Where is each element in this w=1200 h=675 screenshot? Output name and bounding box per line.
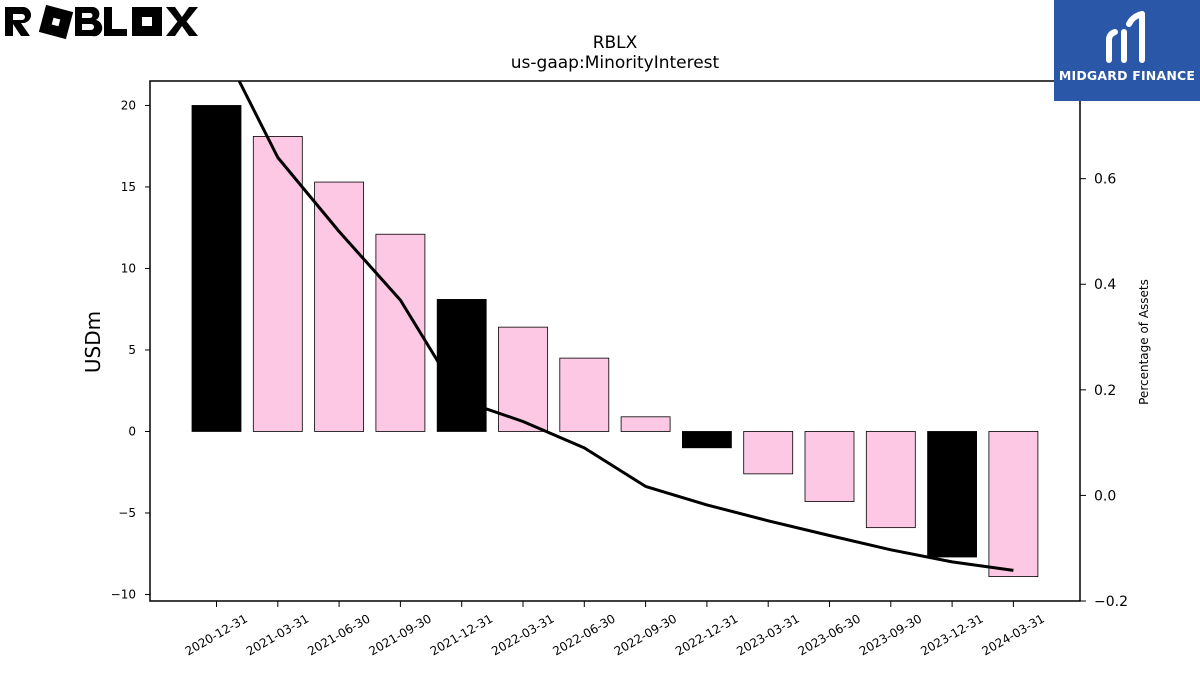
y2-tick-label: 0.0 [1094, 488, 1116, 504]
y2-tick-label: 0.4 [1094, 277, 1116, 293]
x-tick-label: 2022-09-30 [612, 611, 679, 658]
y-ticks-group: 20 15 10 5 0 −5 −10 [111, 98, 150, 601]
bar-2022-12-31 [682, 431, 732, 449]
line-group [237, 81, 1014, 572]
percentage-of-assets-line [237, 81, 1014, 572]
bar-2022-03-31 [498, 326, 548, 432]
bar-2020-12-31 [191, 105, 242, 432]
y2-axis-label: Percentage of Assets [1137, 279, 1151, 405]
x-tick-label: 2022-12-31 [673, 611, 740, 658]
roblox-logo-mark [5, 4, 198, 40]
x-ticks-group: 2020-12-312021-03-312021-06-302021-09-30… [183, 601, 1047, 658]
bar-2023-06-30 [804, 431, 855, 502]
bar-2021-12-31 [436, 299, 487, 432]
y-tick-label: −5 [118, 506, 136, 520]
x-tick-label: 2023-12-31 [918, 611, 985, 658]
bar-2021-03-31 [252, 136, 303, 432]
chart-subtitle: us-gaap:MinorityInterest [511, 53, 720, 73]
y-tick-label: 10 [121, 261, 136, 275]
bars-group [191, 105, 1039, 577]
bar-2024-03-31 [988, 431, 1039, 577]
y-tick-label: 20 [121, 98, 136, 112]
y2-ticks-group: 0.6 0.4 0.2 0.0 −0.2 [1080, 172, 1128, 610]
x-tick-label: 2024-03-31 [979, 611, 1046, 658]
x-tick-label: 2023-09-30 [857, 611, 924, 658]
x-tick-label: 2021-09-30 [366, 611, 433, 658]
y-tick-label: 0 [128, 424, 136, 438]
roblox-logo [4, 4, 199, 40]
y-axis-label: USDm [81, 311, 105, 373]
bar-2023-12-31 [927, 431, 977, 558]
x-tick-label: 2023-06-30 [796, 611, 863, 658]
bar-2023-03-31 [743, 431, 794, 475]
x-tick-label: 2022-03-31 [489, 611, 556, 658]
midgard-finance-mark [1106, 11, 1145, 63]
y-tick-label: 15 [121, 180, 136, 194]
x-tick-label: 2023-03-31 [734, 611, 801, 658]
y-tick-label: −10 [111, 587, 136, 601]
y2-tick-label: −0.2 [1094, 594, 1128, 610]
y2-tick-label: 0.2 [1094, 383, 1116, 399]
y2-tick-label: 0.6 [1094, 172, 1116, 188]
chart-title: RBLX [593, 33, 638, 53]
bar-2021-06-30 [314, 181, 365, 432]
bar-2021-09-30 [375, 233, 426, 432]
plot-frame [149, 80, 1081, 602]
x-tick-label: 2021-03-31 [244, 611, 311, 658]
midgard-finance-text: MIDGARD FINANCE [1058, 68, 1196, 83]
bar-2022-06-30 [559, 357, 610, 432]
x-tick-label: 2021-06-30 [305, 611, 372, 658]
y-tick-label: 5 [128, 343, 136, 357]
bar-2023-09-30 [865, 431, 916, 529]
x-tick-label: 2021-12-31 [428, 611, 495, 658]
x-tick-label: 2020-12-31 [183, 611, 250, 658]
x-tick-label: 2022-06-30 [550, 611, 617, 658]
bar-2022-09-30 [620, 416, 671, 432]
midgard-finance-logo: MIDGARD FINANCE [1054, 0, 1200, 101]
